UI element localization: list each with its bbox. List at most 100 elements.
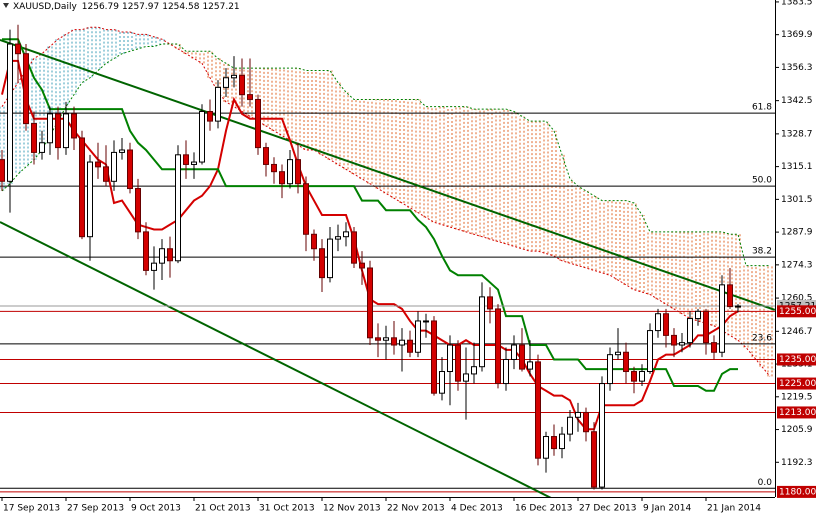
candle-body [327,238,333,279]
candle-body [247,94,253,100]
level-label: 1180.00 [779,487,816,497]
candle-body [615,351,621,356]
y-tick-label: 1328.7 [781,129,813,139]
candle-body [359,262,365,269]
fib-label: 61.8 [752,103,772,113]
collapse-icon[interactable] [3,3,9,8]
x-tick-label: 21 Oct 2013 [195,504,251,514]
x-tick-label: 22 Nov 2013 [387,504,445,514]
level-box [777,305,816,318]
candle-body [431,320,437,394]
candle-body [343,231,349,238]
candle-body [703,310,709,344]
candle-body [655,313,661,332]
candle-body [527,361,533,370]
plot-area: 61.8 50.0 38.2 23.6 0.0 [0,24,775,497]
candle-body [399,339,405,346]
candle-body [383,337,389,341]
candle-body [631,371,637,382]
candle-body [671,334,677,346]
candle-body [455,344,461,382]
cloud-edge [1,26,771,377]
candle-body [711,342,717,353]
candle-body [727,284,733,308]
candle-body [0,159,5,182]
candle-body [679,342,685,346]
fib-label: 23.6 [752,333,772,343]
candle-body [391,337,397,346]
candle-body [591,431,597,488]
candle-body [623,351,629,373]
candle-body [271,163,277,173]
fib-label: 0.0 [758,478,773,488]
candle-body [199,110,205,163]
x-tick-label: 16 Dec 2013 [515,504,573,514]
candle-body [479,296,485,368]
y-tick-label: 1274.3 [781,260,813,270]
level-label: 1225.00 [779,379,816,389]
y-tick-label: 1301.5 [781,195,813,205]
candle-body [287,159,293,185]
y-tick-label: 1205.9 [781,425,813,435]
candle-body [191,161,197,165]
candle-body [63,113,69,149]
candle-body [231,74,237,79]
level-box [777,485,816,498]
x-tick-label: 21 Jan 2014 [707,504,761,514]
candle-body [31,123,37,153]
candle-body [223,77,229,88]
y-tick-label: 1287.9 [781,228,813,238]
candle-body [367,267,373,339]
y-tick-label: 1260.5 [781,294,813,304]
y-tick-label: 1356.3 [781,63,813,73]
candle-body [159,248,165,264]
candle-body [447,344,453,373]
candle-body [103,166,109,182]
level-box [777,377,816,390]
candle-body [567,416,573,435]
candle-body [463,373,469,382]
fib-label: 50.0 [752,176,772,186]
candle-body [311,233,317,250]
candle-body [439,371,445,394]
candle-body [55,113,61,149]
x-tick-label: 27 Sep 2013 [67,504,124,514]
candle-body [423,320,429,323]
candle-body [495,308,501,385]
level-label: 1213.00 [779,408,816,418]
y-tick-label: 1219.5 [781,392,813,402]
y-tick-label: 1342.5 [781,96,813,106]
candle-body [535,361,541,459]
candle-body [415,320,421,353]
level-label: 1255.00 [779,307,816,317]
x-tick-label: 17 Sep 2013 [3,504,60,514]
candle-body [647,330,653,373]
y-tick-label: 1315.1 [781,162,813,172]
high: 1257.97 [122,2,159,12]
candle-body [95,161,101,168]
candle-body [295,159,301,185]
candle-body [143,231,149,271]
candle-body [111,151,117,182]
candle-body [519,344,525,370]
candle-body [183,154,189,165]
candle-body [71,113,77,139]
candle-body [207,110,213,122]
candle-body [375,337,381,341]
candle-body [511,344,517,360]
candle-body [23,53,29,125]
close: 1257.21 [202,2,239,12]
candle-body [607,354,613,385]
candle-body [15,43,21,55]
candle-body [167,248,173,262]
x-tick-label: 4 Dec 2013 [451,504,503,514]
y-tick-label: 1192.3 [781,458,813,468]
candle-body [239,74,245,96]
y-tick-label: 1246.7 [781,327,813,337]
candle-body [7,43,13,182]
open: 1256.79 [82,2,119,12]
candle-body [663,313,669,336]
candle-body [215,86,221,122]
